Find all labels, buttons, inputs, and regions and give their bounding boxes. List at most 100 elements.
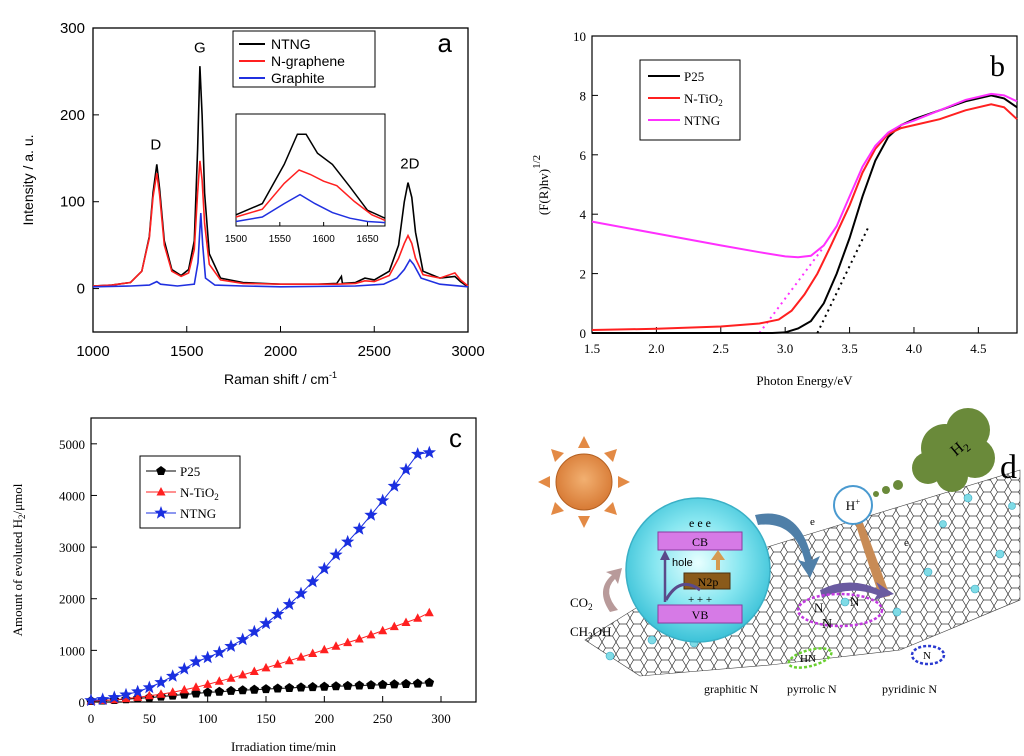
panel-c-point-1-26 (389, 621, 399, 631)
panel-a-series-2 (92, 212, 469, 288)
panel-c-point-0-21 (331, 681, 341, 691)
panel-c-xtick-label-5: 250 (373, 711, 393, 726)
panel-c-point-2-14 (247, 624, 261, 638)
panel-b-legend-label-2: NTNG (684, 113, 720, 128)
n2p-label: N2p (698, 575, 719, 589)
panel-c-point-2-13 (236, 632, 250, 646)
panel-c-legend-label-0: P25 (180, 464, 200, 479)
panel-c-point-1-19 (308, 648, 318, 657)
plus-marks: + + + (688, 594, 712, 606)
panel-c-point-0-26 (389, 679, 400, 689)
panel-c-ytick-label-4: 4000 (59, 488, 85, 503)
panel-a-legend-label-2: Graphite (271, 70, 325, 86)
panel-c-point-2-22 (341, 534, 355, 548)
panel-c-xtick-label-1: 50 (143, 711, 156, 726)
panel-c-point-2-4 (131, 684, 145, 698)
panel-c-point-1-11 (214, 676, 224, 685)
sun-icon (538, 436, 630, 528)
n2p-level (683, 572, 731, 590)
panel-a-inset-xtick-label-1: 1550 (269, 234, 292, 245)
valence-band (657, 604, 743, 624)
panel-c-point-1-28 (413, 613, 423, 622)
e-label-1: e (810, 516, 815, 528)
panel-c-point-2-29 (422, 445, 436, 459)
panel-b-ylabel: (F(R)hv)1/2 (531, 155, 551, 215)
panel-c-series-2 (84, 445, 436, 707)
panel-c-ytick-label-1: 1000 (59, 643, 85, 658)
panel-c-point-2-24 (364, 508, 378, 521)
panel-c-legend-label-2: NTNG (180, 506, 216, 521)
panel-c-point-0-27 (401, 678, 411, 688)
panel-b-tangent-1 (758, 246, 825, 334)
panel-a-ylabel: Intensity / a. u. (20, 134, 36, 225)
pyridinic-n-site: N (923, 650, 931, 662)
panel-c-point-0-10 (202, 687, 213, 697)
panel-b-ytick-label-2: 4 (580, 207, 587, 222)
vb-label: VB (692, 608, 709, 622)
panel-a-inset-series-0 (235, 133, 386, 219)
panel-a-inset-frame (235, 113, 386, 227)
panel-c-point-0-19 (307, 682, 318, 692)
panel-b-legend-sub-1: 2 (718, 98, 723, 108)
panel-b-xtick-label-5: 4.0 (906, 341, 922, 356)
panel-c-point-1-29 (424, 607, 434, 617)
panel-b-xtick-label-1: 2.0 (648, 341, 664, 356)
panel-c-point-2-17 (282, 597, 296, 611)
panel-c-point-0-29 (424, 677, 435, 687)
panel-d-label: d (1000, 449, 1017, 486)
hole-label: hole (672, 557, 693, 569)
panel-c-point-2-23 (352, 522, 366, 535)
panel-b-xlabel: Photon Energy/eV (756, 373, 853, 388)
panel-c-point-0-22 (342, 680, 353, 690)
panel-c-point-2-21 (329, 547, 343, 561)
panel-b-xtick-label-3: 3.0 (777, 341, 793, 356)
panel-c-point-0-15 (261, 684, 271, 694)
panel-c-point-2-28 (411, 447, 425, 460)
panel-c-point-2-7 (166, 669, 180, 682)
e-label-2: e (904, 537, 909, 549)
panel-c-point-0-28 (412, 678, 423, 688)
panel-b-tangent-0 (816, 225, 870, 334)
panel-c-point-2-26 (387, 479, 401, 492)
panel-c-xtick-label-6: 300 (431, 711, 451, 726)
panel-b-absorption-chart: 1.5 2.0 2.5 3.0 3.5 4.0 4.5 0 2 4 6 8 10 Photon Energ… (531, 29, 1018, 388)
panel-c-point-1-24 (366, 629, 376, 639)
h-plus-bubble (833, 485, 873, 525)
panel-c-xlabel: Irradiation time/min (231, 739, 337, 754)
panel-c-point-1-14 (249, 666, 259, 675)
n-site-label-2: N (850, 594, 860, 609)
h2-cloud (873, 408, 995, 497)
panel-b-series-2 (591, 92, 1018, 259)
panel-b-frame (591, 35, 1018, 334)
panel-c-point-2-15 (259, 616, 273, 630)
panel-c-point-0-24 (366, 680, 376, 690)
panel-b-ytick-label-5: 10 (573, 29, 586, 44)
panel-c-point-1-25 (378, 625, 388, 635)
panel-c-point-1-23 (354, 634, 364, 643)
electron-transfer-arrow (755, 513, 820, 578)
panel-c-point-1-18 (296, 652, 306, 661)
excitation-arrows (660, 550, 725, 602)
panel-c-point-1-9 (191, 682, 201, 691)
panel-c-ytick-label-0: 0 (79, 695, 86, 710)
panel-c-point-0-23 (354, 680, 365, 690)
panel-c-point-1-17 (284, 655, 294, 665)
n-site-label-3: N (822, 617, 832, 632)
panel-c-point-2-19 (306, 574, 320, 588)
panel-c-point-0-12 (226, 685, 236, 695)
panel-a-ytick-label-2: 200 (60, 107, 85, 124)
graphitic-n-ring (796, 592, 884, 628)
panel-a-legend-label-0: NTNG (271, 36, 311, 52)
panel-a-inset-series-1 (235, 169, 386, 222)
panel-c-point-1-13 (238, 669, 248, 679)
panel-b-ytick-label-1: 2 (580, 267, 587, 282)
panel-a-inset-xtick-label-2: 1600 (313, 234, 336, 245)
panel-c-point-2-5 (142, 680, 156, 694)
panel-c-point-2-3 (119, 687, 133, 701)
panel-c-point-1-12 (226, 673, 236, 682)
pyridinic-n-caption: pyridinic N (882, 682, 937, 696)
panel-c-legend-label-1: N-TiO2 (180, 485, 219, 502)
panel-d-mechanism-schematic: CB VB N2p e e e + + + hole H+ H2 d (538, 408, 1021, 696)
panel-b-ytick-label-0: 0 (580, 326, 587, 341)
